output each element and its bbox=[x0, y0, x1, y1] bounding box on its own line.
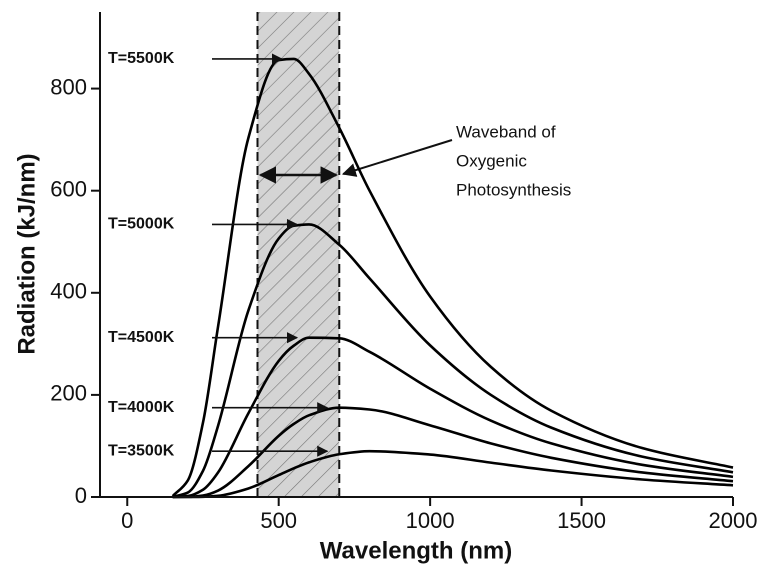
x-tick-label: 1000 bbox=[406, 508, 455, 533]
x-tick-label: 500 bbox=[260, 508, 297, 533]
band-label: Oxygenic bbox=[456, 151, 527, 170]
y-tick-label: 600 bbox=[50, 176, 87, 201]
y-tick-label: 400 bbox=[50, 279, 87, 304]
axis-layer: 0 200 400 600 800 0 500 1000 1500 2000 bbox=[50, 12, 757, 533]
curve bbox=[172, 406, 734, 499]
x-axis-title: Wavelength (nm) bbox=[320, 537, 512, 564]
waveband bbox=[257, 12, 340, 497]
band-label: Waveband of bbox=[456, 122, 556, 141]
band-label: Photosynthesis bbox=[456, 180, 571, 199]
y-axis-title: Radiation (kJ/nm) bbox=[13, 153, 40, 354]
y-tick-label: 0 bbox=[75, 483, 87, 508]
series-label: T=5000K bbox=[108, 216, 175, 233]
curve bbox=[171, 57, 734, 498]
x-tick-label: 0 bbox=[121, 508, 133, 533]
x-tick-label: 2000 bbox=[709, 508, 758, 533]
y-tick-label: 200 bbox=[50, 381, 87, 406]
series-label: T=5500K bbox=[108, 50, 175, 67]
band-layer: Waveband of Oxygenic Photosynthesis bbox=[256, 12, 571, 497]
series-label: T=3500K bbox=[108, 442, 175, 459]
band-label-arrow bbox=[341, 139, 453, 177]
series-label: T=4000K bbox=[108, 399, 175, 416]
x-tick-label: 1500 bbox=[557, 508, 606, 533]
curve-layer: T=5500K T=5000K T=4500K T=4000K T=3500K bbox=[108, 50, 734, 499]
curve bbox=[172, 223, 734, 499]
curve bbox=[172, 336, 734, 499]
y-tick-label: 800 bbox=[50, 74, 87, 99]
series-label: T=4500K bbox=[108, 329, 175, 346]
